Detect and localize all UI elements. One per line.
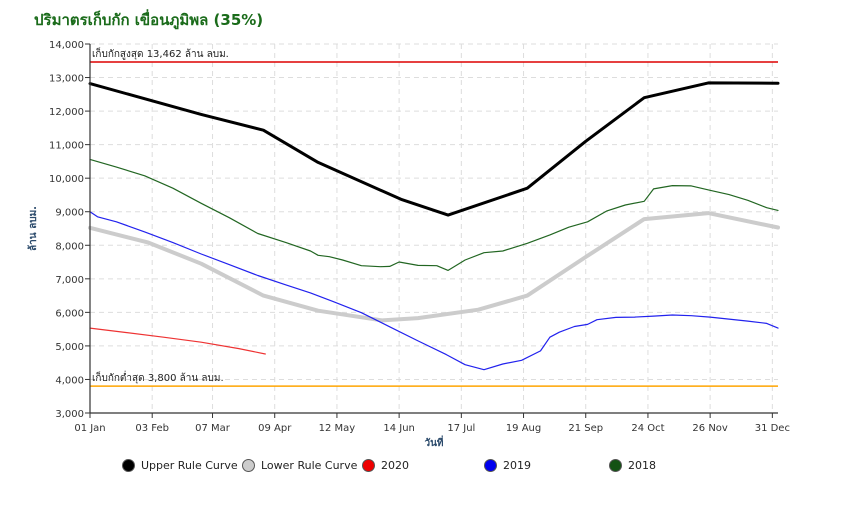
y-tick-label: 12,000 (49, 107, 84, 118)
y-tick-label: 10,000 (49, 174, 84, 185)
x-tick-label: 26 Nov (692, 423, 728, 434)
x-tick-label: 21 Sep (568, 423, 603, 434)
legend-marker (122, 459, 135, 472)
chart-title: ปริมาตรเก็บกัก เขื่อนภูมิพล (35%) (34, 11, 264, 29)
y-tick-label: 13,000 (49, 74, 84, 85)
legend-label: 2018 (628, 459, 656, 472)
y-tick-label: 5,000 (55, 342, 84, 353)
x-tick-label: 07 Mar (195, 423, 231, 434)
legend-marker (362, 459, 375, 472)
series-line-2019 (89, 211, 779, 371)
legend-item[interactable]: Lower Rule Curve (242, 459, 357, 472)
x-tick-label: 12 May (319, 423, 356, 434)
legend-item[interactable]: 2020 (362, 459, 409, 472)
max-storage-label: เก็บกักสูงสุด 13,462 ล้าน ลบม. (92, 46, 229, 60)
y-tick-label: 6,000 (55, 308, 84, 319)
series-line-2018 (89, 158, 779, 271)
x-tick-label: 09 Apr (258, 423, 292, 434)
series-lines (88, 81, 780, 371)
legend-item[interactable]: 2018 (609, 459, 656, 472)
x-axis-title: วันที่ (424, 435, 443, 449)
y-tick-label: 3,000 (55, 409, 84, 420)
x-tick-label: 19 Aug (506, 423, 541, 434)
y-tick-label: 9,000 (55, 208, 84, 219)
x-tick-label: 24 Oct (631, 423, 664, 434)
legend-label: 2020 (381, 459, 409, 472)
legend-item[interactable]: 2019 (484, 459, 531, 472)
legend-label: Upper Rule Curve (141, 459, 238, 472)
min-storage-label: เก็บกักต่ำสุด 3,800 ล้าน ลบม. (92, 370, 224, 384)
grid (90, 43, 778, 413)
legend: Upper Rule Curve Lower Rule Curve 2020 2019… (122, 459, 822, 479)
legend-marker (242, 459, 255, 472)
x-tick-label: 01 Jan (74, 423, 105, 434)
legend-label: 2019 (503, 459, 531, 472)
y-tick-label: 14,000 (49, 40, 84, 51)
y-tick-label: 11,000 (49, 141, 84, 152)
y-tick-label: 8,000 (55, 241, 84, 252)
series-line-lower-rule-curve (88, 211, 780, 323)
x-tick-label: 03 Feb (135, 423, 169, 434)
y-tick-label: 4,000 (55, 375, 84, 386)
x-tick-label: 17 Jul (447, 423, 475, 434)
axes: 3,000 4,000 5,000 6,000 7,000 8,000 9,000 10,00… (49, 40, 790, 434)
legend-label: Lower Rule Curve (261, 459, 358, 472)
y-axis-title: ล้าน ลบม. (27, 206, 39, 251)
reference-lines: เก็บกักสูงสุด 13,462 ล้าน ลบม. เก็บกักต่ำ… (90, 46, 778, 387)
series-line-upper-rule-curve (88, 81, 780, 217)
legend-item[interactable]: Upper Rule Curve (122, 459, 238, 472)
x-tick-label: 14 Jun (383, 423, 415, 434)
legend-marker (484, 459, 497, 472)
series-line-2020 (89, 327, 266, 355)
x-tick-label: 31 Dec (755, 423, 790, 434)
y-tick-label: 7,000 (55, 275, 84, 286)
legend-marker (609, 459, 622, 472)
